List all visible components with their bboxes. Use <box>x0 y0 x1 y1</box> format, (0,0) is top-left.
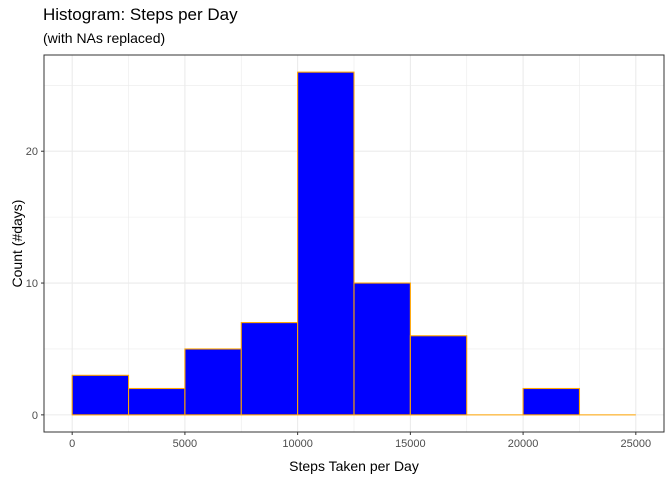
y-tick-label: 20 <box>26 146 38 158</box>
histogram-bar <box>184 348 242 416</box>
chart-subtitle: (with NAs replaced) <box>43 30 166 46</box>
x-tick-label: 15000 <box>395 438 426 450</box>
y-tick-label: 0 <box>32 410 38 422</box>
histogram-bar <box>409 335 468 416</box>
histogram-bar <box>522 387 581 416</box>
y-axis-title: Count (#days) <box>9 200 25 288</box>
histogram-bar <box>127 387 186 416</box>
x-tick-label: 10000 <box>282 438 313 450</box>
axis-ticks: 0 5000 10000 15000 20000 25000 0 10 20 <box>26 146 651 450</box>
panel-border <box>43 54 665 433</box>
histogram-bar <box>297 71 355 416</box>
histogram-bar <box>353 282 411 416</box>
x-axis-title: Steps Taken per Day <box>289 458 419 474</box>
x-tick-label: 5000 <box>173 438 197 450</box>
x-tick-label: 20000 <box>508 438 539 450</box>
histogram-bar <box>240 322 299 416</box>
chart-title: Histogram: Steps per Day <box>43 5 238 24</box>
histogram-bar <box>71 374 130 416</box>
histogram-bars <box>71 71 636 416</box>
y-tick-label: 10 <box>26 278 38 290</box>
x-tick-label: 25000 <box>621 438 652 450</box>
x-tick-label: 0 <box>69 438 75 450</box>
